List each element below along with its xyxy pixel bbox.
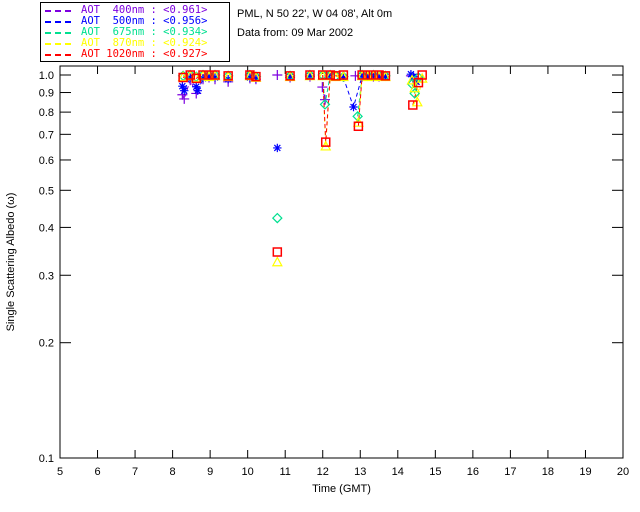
x-tick-label: 17 [504,466,516,478]
legend-entry-label: AOT 500nm : <0.956> [81,15,208,27]
y-tick-label: 0.8 [39,107,54,119]
x-tick-label: 6 [94,466,100,478]
legend-entry: AOT 1020nm : <0.927> [45,49,225,60]
legend-entry: AOT 870nm : <0.924> [45,38,225,49]
x-tick-label: 11 [279,466,290,478]
y-tick-label: 0.2 [39,338,54,350]
y-tick-label: 0.9 [39,88,54,100]
y-tick-label: 0.1 [39,453,54,465]
x-axis-label: Time (GMT) [312,483,371,495]
legend-entry: AOT 500nm : <0.956> [45,16,225,27]
x-tick-label: 15 [429,466,441,478]
legend-entry: AOT 675nm : <0.934> [45,27,225,38]
x-tick-label: 19 [579,466,591,478]
x-tick-label: 14 [392,466,404,478]
x-tick-label: 20 [617,466,629,478]
legend-line-sample-icon [45,20,75,23]
station-header: PML, N 50 22', W 04 08', Alt 0m Data fro… [237,5,392,43]
series-line-1020nm [182,74,423,143]
triangle-markers-870nm [177,70,428,267]
data-date-line: Data from: 09 Mar 2002 [237,27,354,39]
legend-entry-label: AOT 870nm : <0.924> [81,37,208,49]
legend-entry-label: AOT 1020nm : <0.927> [81,48,208,60]
x-tick-label: 9 [207,466,213,478]
y-tick-label: 0.5 [39,185,54,197]
x-tick-label: 12 [317,466,329,478]
plot-frame [59,65,624,459]
x-tick-label: 13 [354,466,366,478]
x-tick-label: 5 [57,466,63,478]
x-tick-label: 10 [242,466,254,478]
series-line-675nm [183,74,419,117]
station-info-line: PML, N 50 22', W 04 08', Alt 0m [237,8,393,20]
y-tick-label: 1.0 [39,70,54,82]
x-tick-label: 8 [170,466,176,478]
y-tick-label: 0.4 [39,222,54,234]
legend-entry: AOT 400nm : <0.961> [45,5,225,16]
x-tick-label: 18 [542,466,554,478]
legend-line-sample-icon [45,53,75,56]
legend-line-sample-icon [45,9,75,12]
legend-line-sample-icon [45,42,75,45]
y-tick-label: 0.3 [39,270,54,282]
y-tick-label: 0.7 [39,129,54,141]
x-tick-label: 7 [132,466,138,478]
square-markers-1020nm [178,70,427,257]
diamond-markers-675nm [177,69,424,224]
series-line-870nm [183,75,423,147]
y-tick-label: 0.6 [39,155,54,167]
legend-entry-label: AOT 675nm : <0.934> [81,26,208,38]
legend-line-sample-icon [45,31,75,34]
x-tick-label: 16 [467,466,479,478]
legend-entry-label: AOT 400nm : <0.961> [81,4,208,16]
legend-box: AOT 400nm : <0.961> AOT 500nm : <0.956> AO… [40,2,230,62]
y-axis-label: Single Scattering Albedo (ω) [5,193,17,332]
